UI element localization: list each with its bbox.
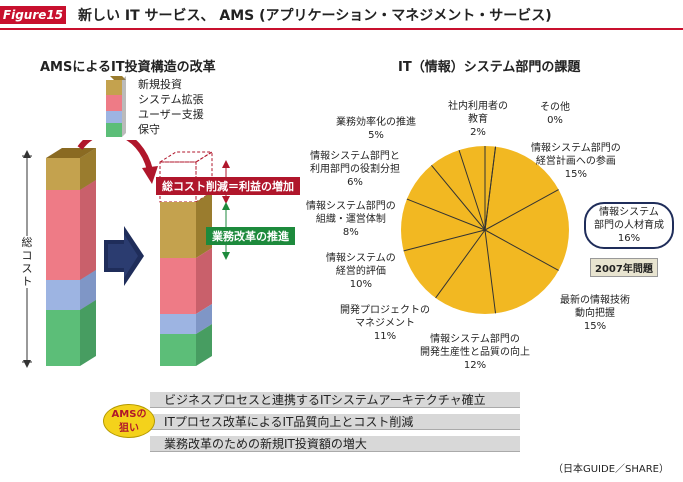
cost-reduction-tag: 総コスト削減＝利益の増加 [156, 177, 300, 195]
cost-structure-diagram [22, 140, 230, 368]
bar-before [46, 148, 96, 366]
pie-label-role-sharing: 情報システム部門と 利用部門の役割分担 6% [310, 151, 400, 188]
pie-label-other: その他 0% [540, 102, 570, 126]
pie-label-efficiency: 業務効率化の推進 5% [336, 117, 416, 141]
pie-slice-divider [484, 229, 497, 314]
goal-item-quality-cost: ITプロセス改革によるIT品質向上とコスト削減 [150, 414, 520, 430]
pie-label-hr-development: 情報システム 部門の人材育成 16% [584, 202, 674, 249]
figure-badge: Figure15 [0, 6, 66, 24]
pie-label-organization: 情報システム部門の 組織・運営体制 8% [306, 201, 396, 238]
goal-item-architecture: ビジネスプロセスと連携するITシステムアーキテクチャ確立 [150, 392, 520, 408]
pie-label-business-planning: 情報システム部門の 経営計画への参画 15% [531, 143, 621, 180]
business-reform-tag: 業務改革の推進 [206, 227, 295, 245]
left-section-title: AMSによるIT投資構造の改革 [40, 60, 216, 75]
pie-label-project-management: 開発プロジェクトの マネジメント 11% [340, 305, 430, 342]
pie-slice-divider [406, 198, 486, 231]
ams-goals-badge: AMSの 狙い [103, 404, 155, 438]
pie-label-tech-trends: 最新の情報技術 動向把握 15% [560, 295, 630, 332]
issue-2007-label: 2007年問題 [590, 258, 658, 277]
goal-item-new-investment: 業務改革のための新規IT投資額の増大 [150, 436, 520, 452]
pie-slice-divider [403, 229, 486, 252]
right-section-title: IT（情報）システム部門の課題 [398, 60, 581, 75]
pie-slice-divider [458, 149, 486, 231]
legend-item-system-expansion: システム拡張 [138, 93, 204, 106]
pie-slice-divider [484, 146, 497, 231]
pie-label-dev-productivity: 情報システム部門の 開発生産性と品質の向上 12% [420, 334, 530, 371]
pie-slice-divider [431, 164, 486, 231]
pie-label-business-evaluation: 情報システムの 経営的評価 10% [326, 253, 396, 290]
legend-block [106, 76, 126, 137]
legend-item-maintenance: 保守 [138, 123, 160, 136]
legend-item-new-investment: 新規投資 [138, 78, 182, 91]
pie-slice-divider [435, 229, 486, 299]
pie-slice-divider [484, 189, 559, 231]
total-cost-label: 総コスト [20, 236, 34, 288]
curved-arrow-icon [77, 140, 153, 171]
figure-title: 新しい IT サービス、 AMS (アプリケーション・マネジメント・サービス) [78, 8, 552, 24]
issues-pie-chart [401, 146, 569, 314]
figure-header: Figure15 新しい IT サービス、 AMS (アプリケーション・マネジメ… [0, 0, 683, 30]
source-credit: （日本GUIDE／SHARE） [552, 464, 669, 475]
legend-item-user-support: ユーザー支援 [138, 108, 204, 121]
header-divider [0, 28, 683, 30]
pie-label-user-education: 社内利用者の 教育 2% [448, 101, 508, 138]
pie-slice-divider [484, 229, 559, 271]
